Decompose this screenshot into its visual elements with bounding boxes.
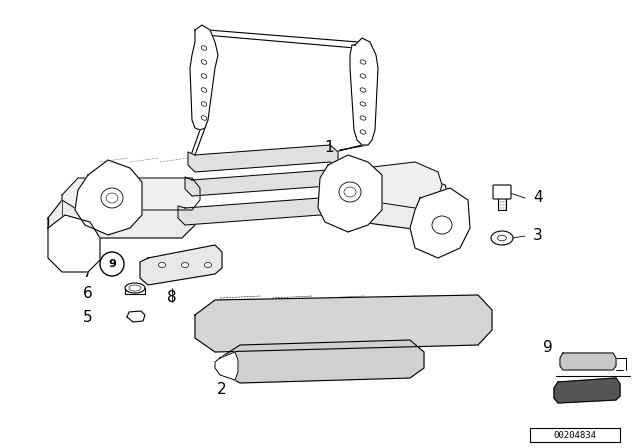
Ellipse shape [182,263,189,267]
Polygon shape [62,178,200,210]
Polygon shape [350,38,378,145]
Text: 4: 4 [533,190,543,206]
FancyBboxPatch shape [493,185,511,199]
Polygon shape [140,245,222,285]
Text: 7: 7 [83,265,93,280]
Text: 9: 9 [108,259,116,269]
Circle shape [100,252,124,276]
Polygon shape [195,295,492,352]
Text: 5: 5 [83,310,93,324]
Polygon shape [410,188,470,258]
Polygon shape [48,215,100,272]
Polygon shape [75,160,142,235]
Polygon shape [318,155,382,232]
Polygon shape [325,175,450,230]
Polygon shape [190,25,218,130]
Polygon shape [325,162,442,208]
Text: 2: 2 [217,382,227,397]
Polygon shape [188,145,338,172]
Text: 6: 6 [83,285,93,301]
Polygon shape [178,198,328,225]
Text: 8: 8 [167,290,177,305]
Ellipse shape [125,283,145,293]
Ellipse shape [491,231,513,245]
Polygon shape [185,170,335,196]
Text: 9: 9 [543,340,553,356]
Text: 00204834: 00204834 [554,431,596,439]
Polygon shape [127,311,145,322]
Text: 3: 3 [533,228,543,244]
Polygon shape [554,378,620,403]
Polygon shape [215,352,238,380]
Ellipse shape [205,263,211,267]
Polygon shape [48,200,195,238]
Polygon shape [220,340,424,383]
Ellipse shape [159,263,166,267]
Bar [530,428,620,442]
Text: 1: 1 [324,141,334,155]
Polygon shape [560,353,616,370]
